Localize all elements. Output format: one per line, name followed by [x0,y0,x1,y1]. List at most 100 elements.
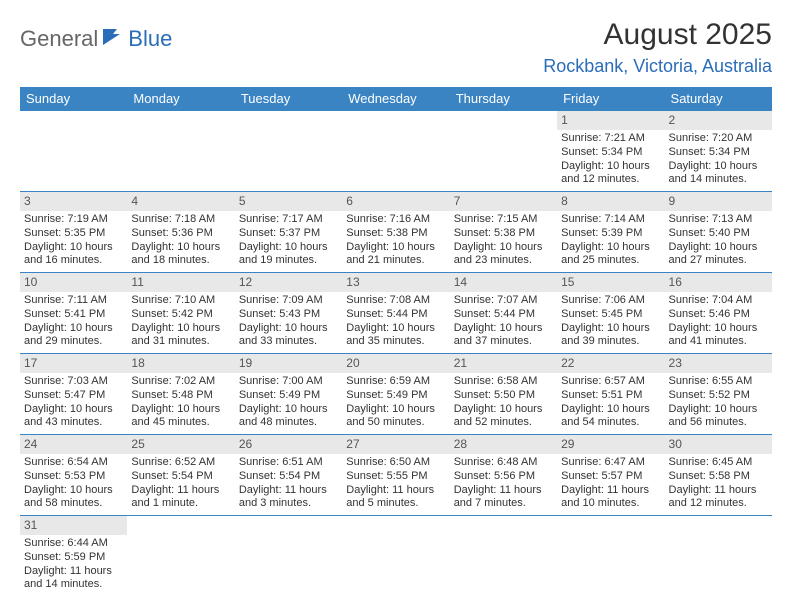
sunrise-line: Sunrise: 6:54 AM [24,456,123,470]
calendar-day-cell: 28Sunrise: 6:48 AMSunset: 5:56 PMDayligh… [450,435,557,516]
day-number: 22 [557,354,664,373]
day-content: Sunrise: 7:11 AMSunset: 5:41 PMDaylight:… [20,292,127,353]
daylight-line-2: and 21 minutes. [346,254,445,268]
calendar-day-cell: 7Sunrise: 7:15 AMSunset: 5:38 PMDaylight… [450,192,557,273]
calendar-day-cell: 30Sunrise: 6:45 AMSunset: 5:58 PMDayligh… [665,435,772,516]
calendar-day-cell: 19Sunrise: 7:00 AMSunset: 5:49 PMDayligh… [235,354,342,435]
daylight-line-1: Daylight: 10 hours [346,403,445,417]
day-content: Sunrise: 6:58 AMSunset: 5:50 PMDaylight:… [450,373,557,434]
day-content: Sunrise: 7:20 AMSunset: 5:34 PMDaylight:… [665,130,772,191]
daylight-line-1: Daylight: 10 hours [239,322,338,336]
weekday-header: Monday [127,87,234,111]
calendar-empty-cell [342,111,449,192]
day-content: Sunrise: 7:00 AMSunset: 5:49 PMDaylight:… [235,373,342,434]
day-number: 14 [450,273,557,292]
calendar-empty-cell [450,111,557,192]
daylight-line-1: Daylight: 10 hours [454,241,553,255]
daylight-line-2: and 50 minutes. [346,416,445,430]
daylight-line-2: and 23 minutes. [454,254,553,268]
daylight-line-2: and 27 minutes. [669,254,768,268]
sunset-line: Sunset: 5:52 PM [669,389,768,403]
daylight-line-1: Daylight: 11 hours [561,484,660,498]
day-number: 3 [20,192,127,211]
daylight-line-1: Daylight: 10 hours [454,403,553,417]
day-content: Sunrise: 7:04 AMSunset: 5:46 PMDaylight:… [665,292,772,353]
day-number: 21 [450,354,557,373]
sunrise-line: Sunrise: 6:52 AM [131,456,230,470]
sunrise-line: Sunrise: 7:20 AM [669,132,768,146]
day-content: Sunrise: 7:14 AMSunset: 5:39 PMDaylight:… [557,211,664,272]
daylight-line-1: Daylight: 10 hours [24,403,123,417]
sunset-line: Sunset: 5:49 PM [346,389,445,403]
daylight-line-2: and 3 minutes. [239,497,338,511]
daylight-line-2: and 5 minutes. [346,497,445,511]
sunset-line: Sunset: 5:38 PM [454,227,553,241]
calendar-day-cell: 26Sunrise: 6:51 AMSunset: 5:54 PMDayligh… [235,435,342,516]
daylight-line-2: and 33 minutes. [239,335,338,349]
calendar-week-row: 1Sunrise: 7:21 AMSunset: 5:34 PMDaylight… [20,111,772,192]
daylight-line-1: Daylight: 10 hours [24,484,123,498]
day-number: 29 [557,435,664,454]
sunrise-line: Sunrise: 7:06 AM [561,294,660,308]
calendar-day-cell: 17Sunrise: 7:03 AMSunset: 5:47 PMDayligh… [20,354,127,435]
weekday-header: Thursday [450,87,557,111]
sunset-line: Sunset: 5:50 PM [454,389,553,403]
day-content: Sunrise: 6:51 AMSunset: 5:54 PMDaylight:… [235,454,342,515]
day-number: 9 [665,192,772,211]
daylight-line-1: Daylight: 11 hours [24,565,123,579]
day-content: Sunrise: 6:52 AMSunset: 5:54 PMDaylight:… [127,454,234,515]
daylight-line-1: Daylight: 10 hours [669,241,768,255]
day-number: 15 [557,273,664,292]
day-content: Sunrise: 6:59 AMSunset: 5:49 PMDaylight:… [342,373,449,434]
sunset-line: Sunset: 5:55 PM [346,470,445,484]
calendar-day-cell: 9Sunrise: 7:13 AMSunset: 5:40 PMDaylight… [665,192,772,273]
day-content: Sunrise: 6:57 AMSunset: 5:51 PMDaylight:… [557,373,664,434]
sunrise-line: Sunrise: 6:44 AM [24,537,123,551]
daylight-line-1: Daylight: 11 hours [131,484,230,498]
sunset-line: Sunset: 5:51 PM [561,389,660,403]
daylight-line-2: and 29 minutes. [24,335,123,349]
sunset-line: Sunset: 5:56 PM [454,470,553,484]
daylight-line-1: Daylight: 10 hours [561,403,660,417]
sunrise-line: Sunrise: 7:00 AM [239,375,338,389]
day-content: Sunrise: 6:54 AMSunset: 5:53 PMDaylight:… [20,454,127,515]
calendar-week-row: 10Sunrise: 7:11 AMSunset: 5:41 PMDayligh… [20,273,772,354]
day-number: 11 [127,273,234,292]
daylight-line-1: Daylight: 10 hours [24,322,123,336]
day-content: Sunrise: 6:44 AMSunset: 5:59 PMDaylight:… [20,535,127,596]
day-content: Sunrise: 7:13 AMSunset: 5:40 PMDaylight:… [665,211,772,272]
sunset-line: Sunset: 5:34 PM [669,146,768,160]
day-number: 25 [127,435,234,454]
day-number: 13 [342,273,449,292]
daylight-line-1: Daylight: 10 hours [131,322,230,336]
sunset-line: Sunset: 5:39 PM [561,227,660,241]
weekday-header: Wednesday [342,87,449,111]
sunrise-line: Sunrise: 7:11 AM [24,294,123,308]
calendar-week-row: 3Sunrise: 7:19 AMSunset: 5:35 PMDaylight… [20,192,772,273]
day-content: Sunrise: 6:45 AMSunset: 5:58 PMDaylight:… [665,454,772,515]
day-number: 26 [235,435,342,454]
daylight-line-2: and 39 minutes. [561,335,660,349]
calendar-empty-cell [20,111,127,192]
daylight-line-2: and 54 minutes. [561,416,660,430]
sunset-line: Sunset: 5:57 PM [561,470,660,484]
daylight-line-2: and 52 minutes. [454,416,553,430]
daylight-line-1: Daylight: 10 hours [561,241,660,255]
calendar-empty-cell [665,516,772,597]
daylight-line-2: and 58 minutes. [24,497,123,511]
sunset-line: Sunset: 5:35 PM [24,227,123,241]
calendar-day-cell: 12Sunrise: 7:09 AMSunset: 5:43 PMDayligh… [235,273,342,354]
sunset-line: Sunset: 5:49 PM [239,389,338,403]
daylight-line-1: Daylight: 10 hours [131,403,230,417]
day-number: 16 [665,273,772,292]
day-content: Sunrise: 6:55 AMSunset: 5:52 PMDaylight:… [665,373,772,434]
sunset-line: Sunset: 5:45 PM [561,308,660,322]
sunset-line: Sunset: 5:40 PM [669,227,768,241]
daylight-line-1: Daylight: 11 hours [346,484,445,498]
sunset-line: Sunset: 5:43 PM [239,308,338,322]
daylight-line-2: and 18 minutes. [131,254,230,268]
day-content: Sunrise: 7:21 AMSunset: 5:34 PMDaylight:… [557,130,664,191]
daylight-line-1: Daylight: 10 hours [24,241,123,255]
sunrise-line: Sunrise: 6:48 AM [454,456,553,470]
calendar-day-cell: 3Sunrise: 7:19 AMSunset: 5:35 PMDaylight… [20,192,127,273]
